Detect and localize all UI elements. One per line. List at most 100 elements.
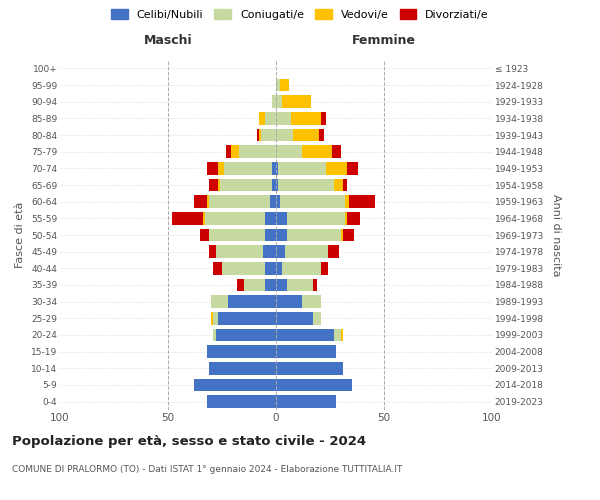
Bar (319, 129, 323, 141)
Bar (276, 246, 284, 258)
Bar (349, 196, 376, 208)
Bar (218, 312, 276, 324)
Bar (269, 196, 276, 208)
Bar (220, 179, 272, 192)
Bar (194, 196, 207, 208)
Bar (347, 162, 358, 174)
Bar (207, 196, 209, 208)
Bar (244, 279, 265, 291)
Bar (287, 279, 313, 291)
Bar (341, 329, 343, 341)
Bar (265, 112, 276, 124)
Bar (209, 229, 265, 241)
Y-axis label: Fasce di età: Fasce di età (16, 202, 25, 268)
Bar (218, 179, 220, 192)
Bar (341, 229, 343, 241)
Bar (328, 246, 338, 258)
Bar (276, 346, 337, 358)
Bar (276, 146, 302, 158)
Y-axis label: Anni di nascita: Anni di nascita (551, 194, 560, 276)
Bar (224, 162, 272, 174)
Bar (272, 162, 276, 174)
Bar (276, 362, 343, 374)
Bar (215, 329, 276, 341)
Bar (302, 146, 332, 158)
Bar (334, 179, 343, 192)
Bar (214, 312, 218, 324)
Bar (283, 262, 322, 274)
Bar (345, 196, 349, 208)
Bar (343, 229, 354, 241)
Bar (265, 262, 276, 274)
Bar (259, 129, 261, 141)
Bar (287, 212, 345, 224)
Bar (276, 229, 287, 241)
Bar (239, 146, 276, 158)
Bar (209, 246, 215, 258)
Bar (276, 262, 283, 274)
Bar (265, 229, 276, 241)
Bar (332, 146, 341, 158)
Text: COMUNE DI PRALORMO (TO) - Dati ISTAT 1° gennaio 2024 - Elaborazione TUTTITALIA.I: COMUNE DI PRALORMO (TO) - Dati ISTAT 1° … (12, 465, 403, 474)
Bar (230, 146, 239, 158)
Bar (276, 379, 352, 391)
Bar (272, 96, 276, 108)
Bar (265, 279, 276, 291)
Bar (205, 212, 265, 224)
Bar (259, 112, 265, 124)
Bar (215, 246, 263, 258)
Bar (322, 112, 326, 124)
Bar (276, 312, 313, 324)
Bar (226, 146, 230, 158)
Bar (276, 96, 283, 108)
Bar (276, 129, 293, 141)
Bar (313, 279, 317, 291)
Bar (211, 312, 214, 324)
Bar (207, 396, 276, 408)
Text: Maschi: Maschi (143, 34, 193, 46)
Bar (326, 162, 347, 174)
Bar (214, 262, 222, 274)
Bar (207, 162, 218, 174)
Bar (229, 296, 276, 308)
Bar (222, 262, 265, 274)
Bar (276, 329, 334, 341)
Bar (263, 246, 276, 258)
Bar (287, 229, 341, 241)
Bar (276, 296, 302, 308)
Bar (276, 196, 280, 208)
Bar (280, 196, 345, 208)
Bar (218, 162, 224, 174)
Bar (345, 212, 347, 224)
Bar (276, 79, 280, 92)
Text: Femmine: Femmine (352, 34, 416, 46)
Bar (343, 179, 347, 192)
Bar (278, 162, 326, 174)
Bar (257, 129, 259, 141)
Bar (276, 162, 278, 174)
Bar (276, 212, 287, 224)
Bar (209, 196, 269, 208)
Bar (200, 229, 209, 241)
Legend: Celibi/Nubili, Coniugati/e, Vedovi/e, Divorziati/e: Celibi/Nubili, Coniugati/e, Vedovi/e, Di… (108, 6, 492, 23)
Bar (209, 179, 218, 192)
Bar (347, 212, 360, 224)
Bar (203, 212, 205, 224)
Bar (293, 129, 319, 141)
Bar (291, 112, 322, 124)
Bar (272, 179, 276, 192)
Bar (237, 279, 244, 291)
Bar (265, 212, 276, 224)
Bar (276, 279, 287, 291)
Bar (313, 312, 322, 324)
Bar (209, 362, 276, 374)
Bar (172, 212, 203, 224)
Bar (276, 396, 337, 408)
Bar (276, 112, 291, 124)
Bar (207, 346, 276, 358)
Bar (334, 329, 341, 341)
Bar (278, 179, 334, 192)
Bar (283, 96, 311, 108)
Bar (280, 79, 289, 92)
Bar (276, 179, 278, 192)
